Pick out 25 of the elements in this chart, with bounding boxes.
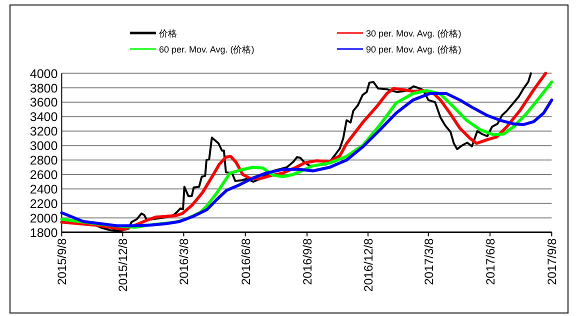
- x-tick-label: 2017/9/8: [545, 238, 560, 286]
- x-tick-label: 2016/6/8: [238, 238, 253, 286]
- y-tick-label: 3000: [30, 139, 58, 154]
- y-tick-label: 2800: [30, 154, 58, 168]
- x-tick-label: 2017/6/8: [484, 238, 498, 286]
- y-tick-label: 3200: [30, 124, 58, 139]
- legend-label: 价格: [158, 28, 177, 38]
- y-tick-label: 1800: [30, 226, 58, 240]
- y-tick-label: 2400: [30, 182, 58, 196]
- y-tick-label: 3400: [30, 110, 58, 124]
- y-tick-label: 2600: [30, 168, 58, 182]
- y-tick-label: 3800: [30, 81, 58, 96]
- x-tick-label: 2017/3/8: [422, 238, 436, 286]
- legend-label: 90 per. Mov. Avg. (价格): [366, 44, 462, 54]
- x-tick-label: 2016/9/8: [300, 238, 315, 286]
- x-tick-label: 2015/12/8: [116, 238, 130, 292]
- y-tick-label: 2000: [30, 211, 58, 226]
- y-tick-label: 3600: [30, 96, 58, 110]
- y-tick-label: 2200: [30, 196, 58, 211]
- x-tick-label: 2016/12/8: [362, 238, 376, 292]
- x-tick-label: 2015/9/8: [55, 238, 70, 286]
- x-tick-label: 2016/3/8: [177, 238, 192, 286]
- y-tick-label: 4000: [30, 66, 58, 81]
- legend-label: 30 per. Mov. Avg. (价格): [366, 28, 462, 38]
- legend-label: 60 per. Mov. Avg. (价格): [159, 44, 254, 54]
